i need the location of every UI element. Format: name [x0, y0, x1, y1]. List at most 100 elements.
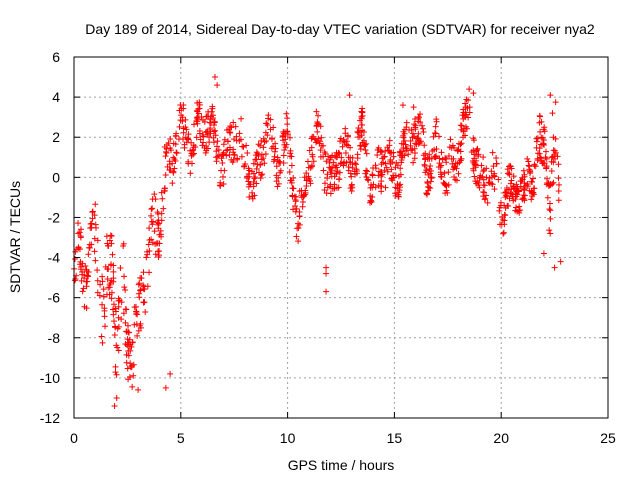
data-point	[540, 140, 547, 147]
data-point	[249, 189, 256, 196]
data-point	[464, 105, 471, 112]
data-point	[442, 190, 449, 197]
data-point	[547, 92, 554, 99]
data-point	[395, 191, 402, 198]
data-point	[375, 172, 382, 179]
data-point	[92, 221, 99, 228]
data-point	[488, 168, 495, 175]
data-point	[407, 138, 414, 145]
data-point	[541, 124, 548, 131]
data-point	[505, 163, 512, 170]
data-point	[443, 187, 450, 194]
data-point	[315, 112, 322, 119]
data-point	[292, 202, 299, 209]
data-point	[396, 184, 403, 191]
data-point	[329, 185, 336, 192]
data-point	[243, 142, 250, 149]
data-point	[197, 136, 204, 143]
data-point	[500, 229, 507, 236]
data-point	[526, 187, 533, 194]
data-point	[158, 210, 165, 217]
data-point	[251, 175, 258, 182]
data-point	[170, 154, 177, 161]
data-point	[185, 131, 192, 138]
data-point	[364, 176, 371, 183]
data-point	[338, 154, 345, 161]
data-point	[91, 212, 98, 219]
data-point	[537, 128, 544, 135]
data-point	[258, 137, 265, 144]
data-point	[536, 145, 543, 152]
data-point	[160, 205, 167, 212]
data-point	[358, 108, 365, 115]
data-point	[399, 102, 406, 109]
x-tick-label: 10	[280, 430, 296, 446]
data-point	[550, 134, 557, 141]
data-point	[548, 168, 555, 175]
data-point	[415, 114, 422, 121]
data-point	[299, 198, 306, 205]
data-point	[410, 159, 417, 166]
data-point	[392, 164, 399, 171]
data-point	[458, 155, 465, 162]
data-point	[233, 133, 240, 140]
data-point	[206, 139, 213, 146]
data-point	[98, 333, 105, 340]
data-point	[214, 138, 221, 145]
data-point	[155, 225, 162, 232]
data-point	[80, 285, 87, 292]
data-point	[167, 167, 174, 174]
data-point	[354, 155, 361, 162]
data-point	[146, 237, 153, 244]
data-point	[253, 165, 260, 172]
data-point	[420, 128, 427, 135]
data-point	[544, 194, 551, 201]
data-point	[272, 140, 279, 147]
data-point	[525, 162, 532, 169]
data-point	[101, 305, 108, 312]
data-point	[284, 115, 291, 122]
data-point	[287, 177, 294, 184]
data-point	[188, 160, 195, 167]
data-point	[401, 137, 408, 144]
data-point	[246, 181, 253, 188]
data-point	[415, 115, 422, 122]
data-point	[88, 224, 95, 231]
data-point	[100, 293, 107, 300]
data-point	[548, 154, 555, 161]
data-point	[534, 157, 541, 164]
data-point	[122, 286, 129, 293]
data-point	[329, 152, 336, 159]
data-point	[550, 147, 557, 154]
data-point	[483, 165, 490, 172]
data-point	[517, 183, 524, 190]
data-point	[383, 164, 390, 171]
data-point	[260, 155, 267, 162]
data-point	[411, 121, 418, 128]
data-point	[302, 187, 309, 194]
data-point	[483, 192, 490, 199]
data-point	[334, 154, 341, 161]
data-point	[433, 116, 440, 123]
data-point	[504, 202, 511, 209]
data-point	[149, 239, 156, 246]
data-point	[126, 336, 133, 343]
data-point	[409, 146, 416, 153]
data-point	[135, 327, 142, 334]
data-point	[187, 170, 194, 177]
data-point	[177, 102, 184, 109]
data-point	[552, 155, 559, 162]
data-point	[187, 147, 194, 154]
data-point	[347, 185, 354, 192]
data-point	[533, 135, 540, 142]
data-point	[524, 155, 531, 162]
data-point	[84, 272, 91, 279]
data-point	[209, 103, 216, 110]
data-point	[538, 134, 545, 141]
data-point	[288, 153, 295, 160]
data-point	[335, 150, 342, 157]
data-point	[211, 74, 218, 81]
data-point	[546, 227, 553, 234]
data-point	[129, 383, 136, 390]
data-point	[84, 278, 91, 285]
